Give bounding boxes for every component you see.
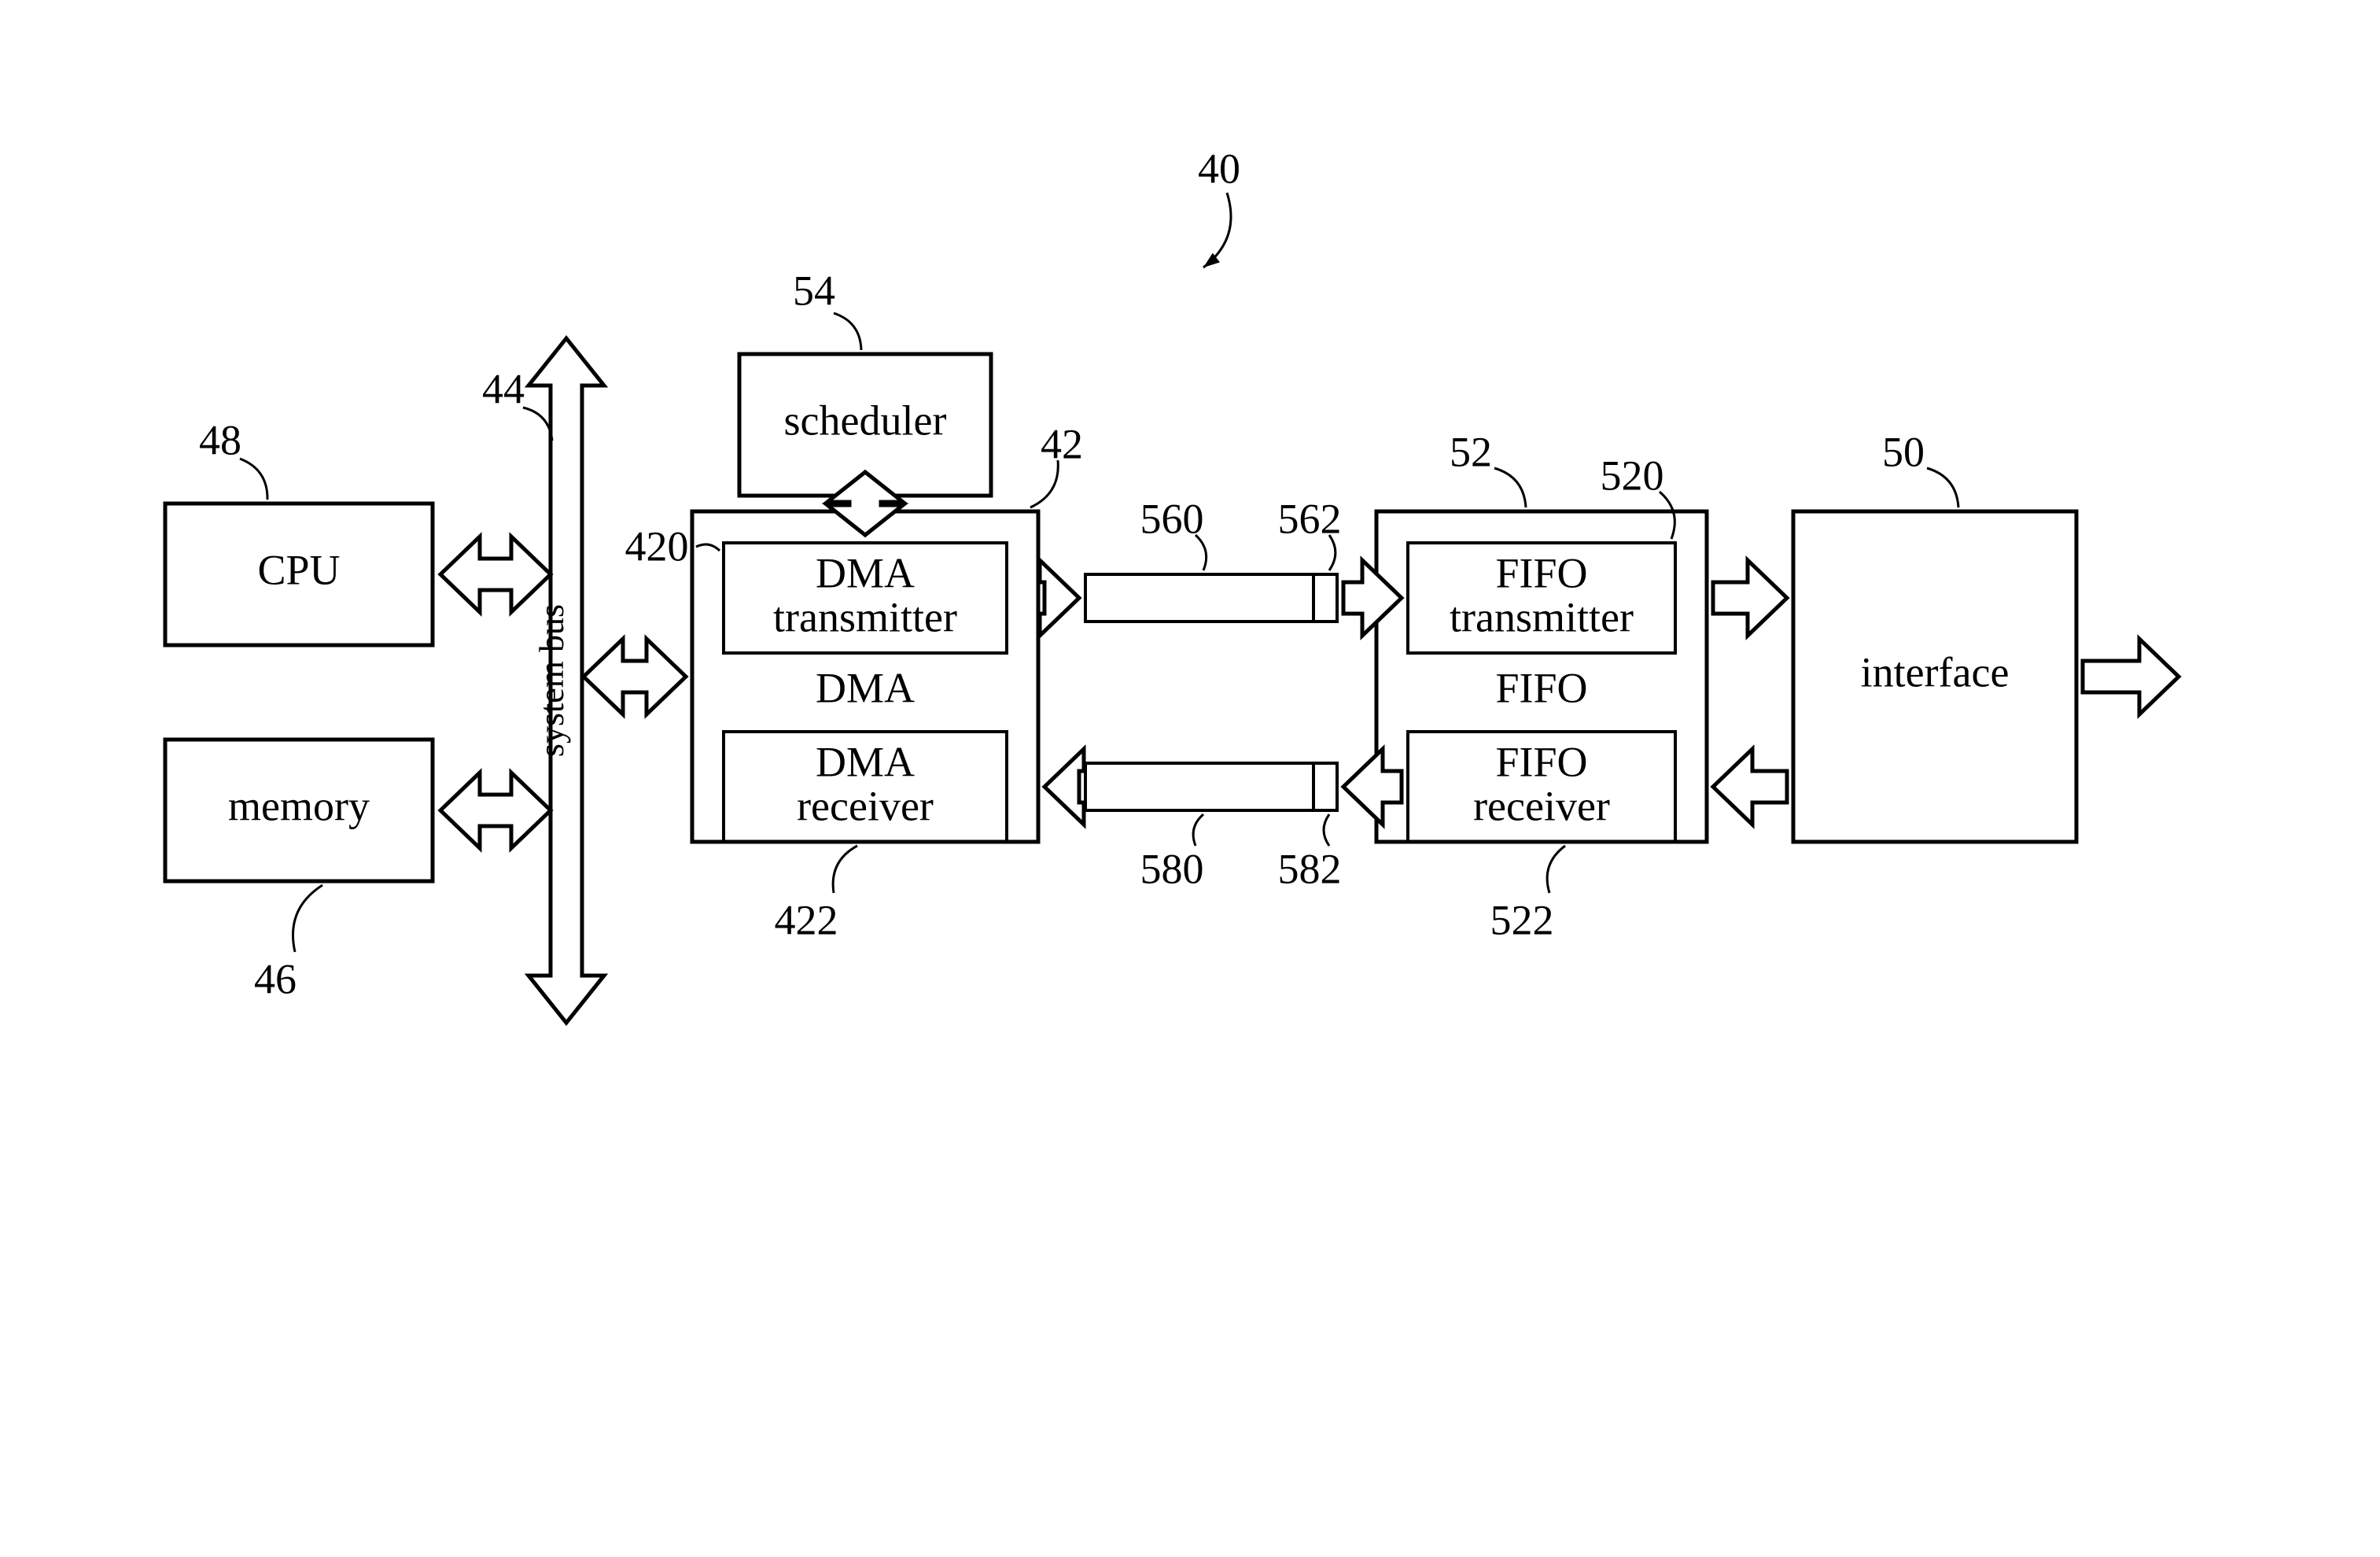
leader-582 [1324, 814, 1329, 846]
leader-52 [1494, 468, 1526, 507]
dma-label: DMA [816, 664, 915, 711]
fifo-rx-label1: FIFO [1495, 738, 1587, 785]
tx-buffer [1085, 574, 1337, 622]
dma-tx-label1: DMA [816, 549, 915, 596]
ref-50: 50 [1882, 428, 1925, 475]
dma-rx-label1: DMA [816, 738, 915, 785]
ref-52: 52 [1450, 428, 1492, 475]
arrow-mem-bus [440, 773, 551, 848]
arrow-buf-fifotx [1343, 560, 1402, 636]
leader-420 [696, 544, 720, 551]
ref-522: 522 [1490, 896, 1554, 943]
scheduler-label: scheduler [784, 397, 947, 444]
arrow-fifo-iface [1713, 560, 1787, 636]
leader-48 [240, 459, 267, 500]
leader-422 [833, 846, 857, 893]
arrow-dmatx-buf [1040, 560, 1079, 636]
leader-44 [523, 408, 552, 441]
arrow-iface-out [2083, 639, 2179, 714]
ref-422: 422 [775, 896, 838, 943]
dma-rx-label2: receiver [797, 782, 934, 829]
ref-48: 48 [199, 416, 241, 463]
dma-tx-label2: transmitter [773, 593, 957, 640]
arrow-buf-dmarx [1044, 749, 1084, 825]
system-bus-label: system bus [532, 604, 571, 757]
ref-580: 580 [1140, 845, 1204, 892]
ref-562: 562 [1278, 495, 1342, 542]
memory-label: memory [228, 782, 370, 829]
ref-44: 44 [482, 365, 525, 412]
arrow-cpu-bus [440, 537, 551, 612]
fifo-tx-label2: transmitter [1450, 593, 1634, 640]
fifo-tx-label1: FIFO [1495, 549, 1587, 596]
leader-50 [1927, 468, 1958, 507]
ref-420: 420 [625, 522, 689, 570]
ref-582: 582 [1278, 845, 1342, 892]
leader-522 [1547, 846, 1565, 893]
ref-54: 54 [793, 267, 835, 314]
interface-label: interface [1861, 648, 2010, 695]
leader-46 [293, 885, 322, 952]
ref-42: 42 [1041, 420, 1083, 467]
arrow-iface-fifo [1713, 749, 1787, 825]
arrow-bus-dma [584, 639, 686, 714]
fifo-label: FIFO [1495, 664, 1587, 711]
rx-buffer [1085, 763, 1337, 810]
arrow-scheduler-dma [827, 472, 903, 535]
fifo-rx-label2: receiver [1473, 782, 1610, 829]
cpu-label: CPU [257, 546, 340, 593]
leader-54 [834, 313, 861, 350]
ref-40: 40 [1198, 145, 1240, 192]
ref-46: 46 [254, 955, 297, 1002]
arrow-fiforx-buf [1343, 749, 1402, 825]
ref-560: 560 [1140, 495, 1204, 542]
leader-580 [1193, 814, 1203, 846]
leader-40 [1203, 193, 1231, 267]
ref-520: 520 [1601, 452, 1664, 499]
